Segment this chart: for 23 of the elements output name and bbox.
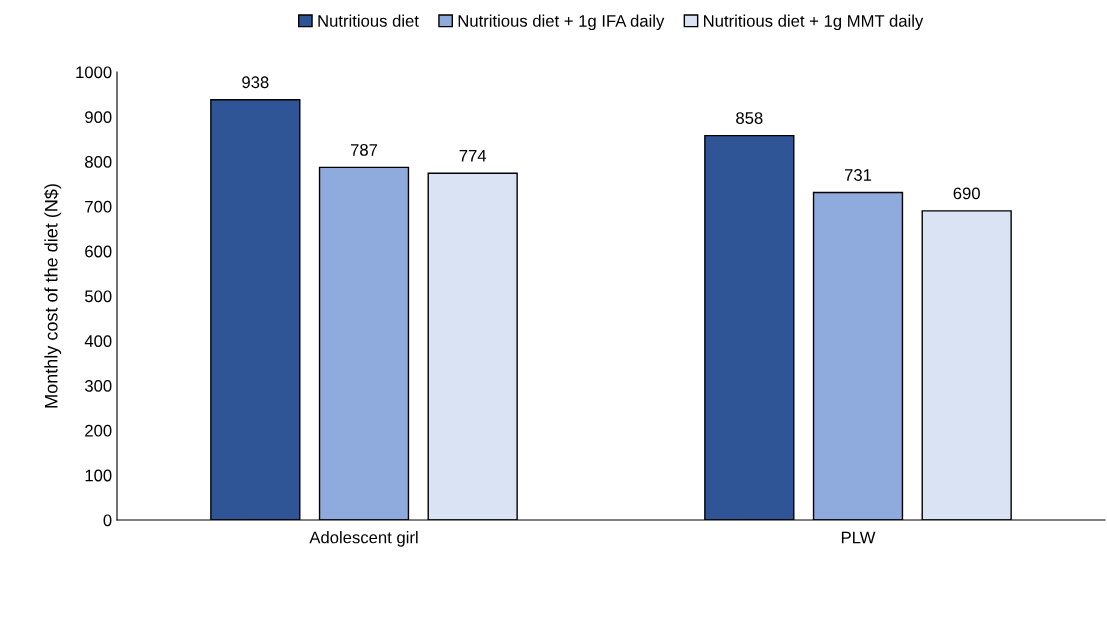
y-tick-label: 400 [84,335,112,347]
x-tick-label: Adolescent girl [309,531,418,547]
data-label: 731 [844,169,872,181]
y-tick-label: 200 [85,424,112,437]
y-tick-label: 600 [85,245,112,258]
data-label: 938 [242,76,269,89]
y-axis-title: Monthly cost of the diet (N$) [44,184,62,408]
data-label: 774 [459,149,487,162]
data-label: 858 [736,112,763,124]
y-tick-label: 500 [85,290,112,303]
data-label: 787 [350,143,378,156]
y-tick-label: 1000 [76,66,112,79]
y-tick-label: 900 [85,111,112,123]
legend-label: Nutritious diet + 1g IFA daily [458,14,665,31]
y-tick-label: 100 [85,469,112,482]
y-tick-label: 800 [85,156,112,168]
legend-label: Nutritious diet + 1g MMT daily [704,14,924,31]
y-tick-label: 300 [84,380,112,392]
data-label: 690 [953,187,980,200]
y-tick-label: 700 [85,200,112,213]
x-tick-label: PLW [841,531,876,544]
legend-label: Nutritious diet [318,14,419,27]
y-tick-label: 0 [103,514,112,527]
